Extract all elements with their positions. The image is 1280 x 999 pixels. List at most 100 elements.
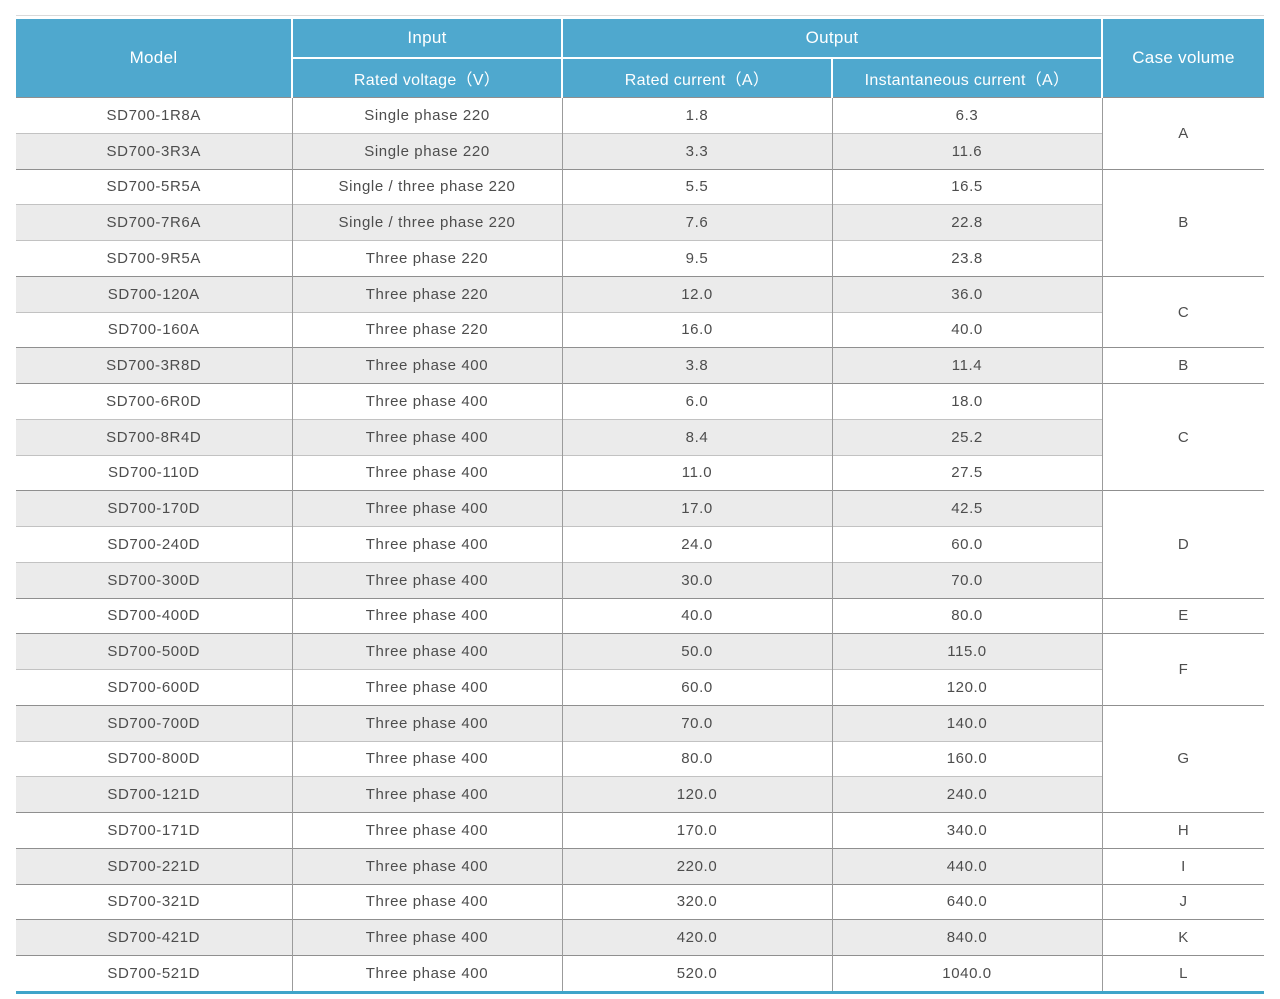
rated-voltage-cell: Single / three phase 220: [291, 204, 562, 241]
table-header: Model Input Output Case volume Rated vol…: [16, 19, 1264, 98]
instantaneous-current-cell: 6.3: [831, 97, 1102, 134]
rated-current-cell: 60.0: [561, 669, 832, 706]
table-row: SD700-421D Three phase 400 420.0 840.0 K: [16, 919, 1264, 956]
rated-current-cell: 8.4: [561, 418, 832, 455]
rated-current-cell: 30.0: [561, 561, 832, 598]
rated-voltage-cell: Three phase 400: [291, 955, 562, 994]
table-row: SD700-9R5A Three phase 220 9.5 23.8: [16, 240, 1264, 277]
case-volume-cell: G: [1101, 704, 1264, 813]
model-cell: SD700-700D: [16, 704, 292, 741]
instantaneous-current-cell: 36.0: [831, 275, 1102, 312]
sd700-spec-table: Model Input Output Case volume Rated vol…: [16, 19, 1264, 994]
model-cell: SD700-121D: [16, 776, 292, 813]
model-cell: SD700-8R4D: [16, 418, 292, 455]
case-volume-cell: J: [1101, 883, 1264, 920]
instantaneous-current-cell: 240.0: [831, 776, 1102, 813]
model-cell: SD700-160A: [16, 311, 292, 348]
header-output-group: Output: [561, 19, 1102, 58]
rated-voltage-cell: Three phase 220: [291, 240, 562, 277]
instantaneous-current-cell: 440.0: [831, 847, 1102, 884]
model-cell: SD700-171D: [16, 812, 292, 849]
instantaneous-current-cell: 160.0: [831, 740, 1102, 777]
model-cell: SD700-3R3A: [16, 132, 292, 169]
table-row: SD700-400D Three phase 400 40.0 80.0 E: [16, 597, 1264, 634]
table-row: SD700-110D Three phase 400 11.0 27.5: [16, 454, 1264, 491]
case-volume-cell: C: [1101, 275, 1264, 348]
rated-voltage-cell: Three phase 400: [291, 561, 562, 598]
model-cell: SD700-800D: [16, 740, 292, 777]
instantaneous-current-cell: 27.5: [831, 454, 1102, 491]
table-row: SD700-120A Three phase 220 12.0 36.0 C: [16, 275, 1264, 348]
spec-table-container: Model Input Output Case volume Rated vol…: [16, 15, 1264, 994]
rated-voltage-cell: Three phase 400: [291, 347, 562, 384]
rated-current-cell: 11.0: [561, 454, 832, 491]
rated-current-cell: 70.0: [561, 704, 832, 741]
rated-voltage-cell: Three phase 400: [291, 812, 562, 849]
model-cell: SD700-400D: [16, 597, 292, 634]
model-cell: SD700-7R6A: [16, 204, 292, 241]
table-row: SD700-300D Three phase 400 30.0 70.0: [16, 561, 1264, 598]
rated-current-cell: 80.0: [561, 740, 832, 777]
instantaneous-current-cell: 22.8: [831, 204, 1102, 241]
instantaneous-current-cell: 18.0: [831, 383, 1102, 420]
rated-voltage-cell: Three phase 400: [291, 919, 562, 956]
rated-current-cell: 24.0: [561, 526, 832, 563]
table-row: SD700-3R8D Three phase 400 3.8 11.4 B: [16, 347, 1264, 384]
table-row: SD700-321D Three phase 400 320.0 640.0 J: [16, 883, 1264, 920]
model-cell: SD700-3R8D: [16, 347, 292, 384]
model-cell: SD700-240D: [16, 526, 292, 563]
rated-voltage-cell: Three phase 400: [291, 633, 562, 670]
header-model: Model: [16, 19, 292, 98]
rated-voltage-cell: Three phase 400: [291, 490, 562, 527]
table-row: SD700-8R4D Three phase 400 8.4 25.2: [16, 418, 1264, 455]
case-volume-cell: I: [1101, 847, 1264, 884]
instantaneous-current-cell: 140.0: [831, 704, 1102, 741]
rated-current-cell: 12.0: [561, 275, 832, 312]
rated-current-cell: 320.0: [561, 883, 832, 920]
model-cell: SD700-500D: [16, 633, 292, 670]
model-cell: SD700-9R5A: [16, 240, 292, 277]
table-row: SD700-160A Three phase 220 16.0 40.0: [16, 311, 1264, 348]
instantaneous-current-cell: 11.6: [831, 132, 1102, 169]
rated-voltage-cell: Three phase 400: [291, 418, 562, 455]
rated-current-cell: 420.0: [561, 919, 832, 956]
rated-current-cell: 6.0: [561, 383, 832, 420]
table-row: SD700-240D Three phase 400 24.0 60.0: [16, 526, 1264, 563]
rated-voltage-cell: Three phase 400: [291, 704, 562, 741]
model-cell: SD700-120A: [16, 275, 292, 312]
table-row: SD700-121D Three phase 400 120.0 240.0: [16, 776, 1264, 813]
case-volume-cell: B: [1101, 347, 1264, 384]
model-cell: SD700-521D: [16, 955, 292, 994]
instantaneous-current-cell: 60.0: [831, 526, 1102, 563]
table-row: SD700-171D Three phase 400 170.0 340.0 H: [16, 812, 1264, 849]
instantaneous-current-cell: 80.0: [831, 597, 1102, 634]
rated-current-cell: 16.0: [561, 311, 832, 348]
rated-voltage-cell: Three phase 400: [291, 383, 562, 420]
rated-voltage-cell: Three phase 400: [291, 883, 562, 920]
model-cell: SD700-321D: [16, 883, 292, 920]
instantaneous-current-cell: 640.0: [831, 883, 1102, 920]
instantaneous-current-cell: 1040.0: [831, 955, 1102, 994]
rated-current-cell: 1.8: [561, 97, 832, 134]
header-rated-voltage: Rated voltage（V）: [291, 57, 562, 98]
rated-current-cell: 7.6: [561, 204, 832, 241]
header-rated-current: Rated current（A）: [561, 57, 832, 98]
model-cell: SD700-5R5A: [16, 168, 292, 205]
case-volume-cell: F: [1101, 633, 1264, 706]
instantaneous-current-cell: 23.8: [831, 240, 1102, 277]
rated-current-cell: 9.5: [561, 240, 832, 277]
rated-voltage-cell: Three phase 400: [291, 597, 562, 634]
rated-voltage-cell: Three phase 400: [291, 669, 562, 706]
rated-current-cell: 40.0: [561, 597, 832, 634]
table-body: SD700-1R8A Single phase 220 1.8 6.3 A SD700-3…: [16, 97, 1264, 994]
case-volume-cell: H: [1101, 812, 1264, 849]
table-row: SD700-800D Three phase 400 80.0 160.0: [16, 740, 1264, 777]
table-row: SD700-5R5A Single / three phase 220 5.5 16.…: [16, 168, 1264, 277]
rated-current-cell: 170.0: [561, 812, 832, 849]
rated-voltage-cell: Single phase 220: [291, 97, 562, 134]
case-volume-cell: C: [1101, 382, 1264, 491]
model-cell: SD700-110D: [16, 454, 292, 491]
instantaneous-current-cell: 25.2: [831, 418, 1102, 455]
rated-current-cell: 17.0: [561, 490, 832, 527]
rated-voltage-cell: Single phase 220: [291, 132, 562, 169]
